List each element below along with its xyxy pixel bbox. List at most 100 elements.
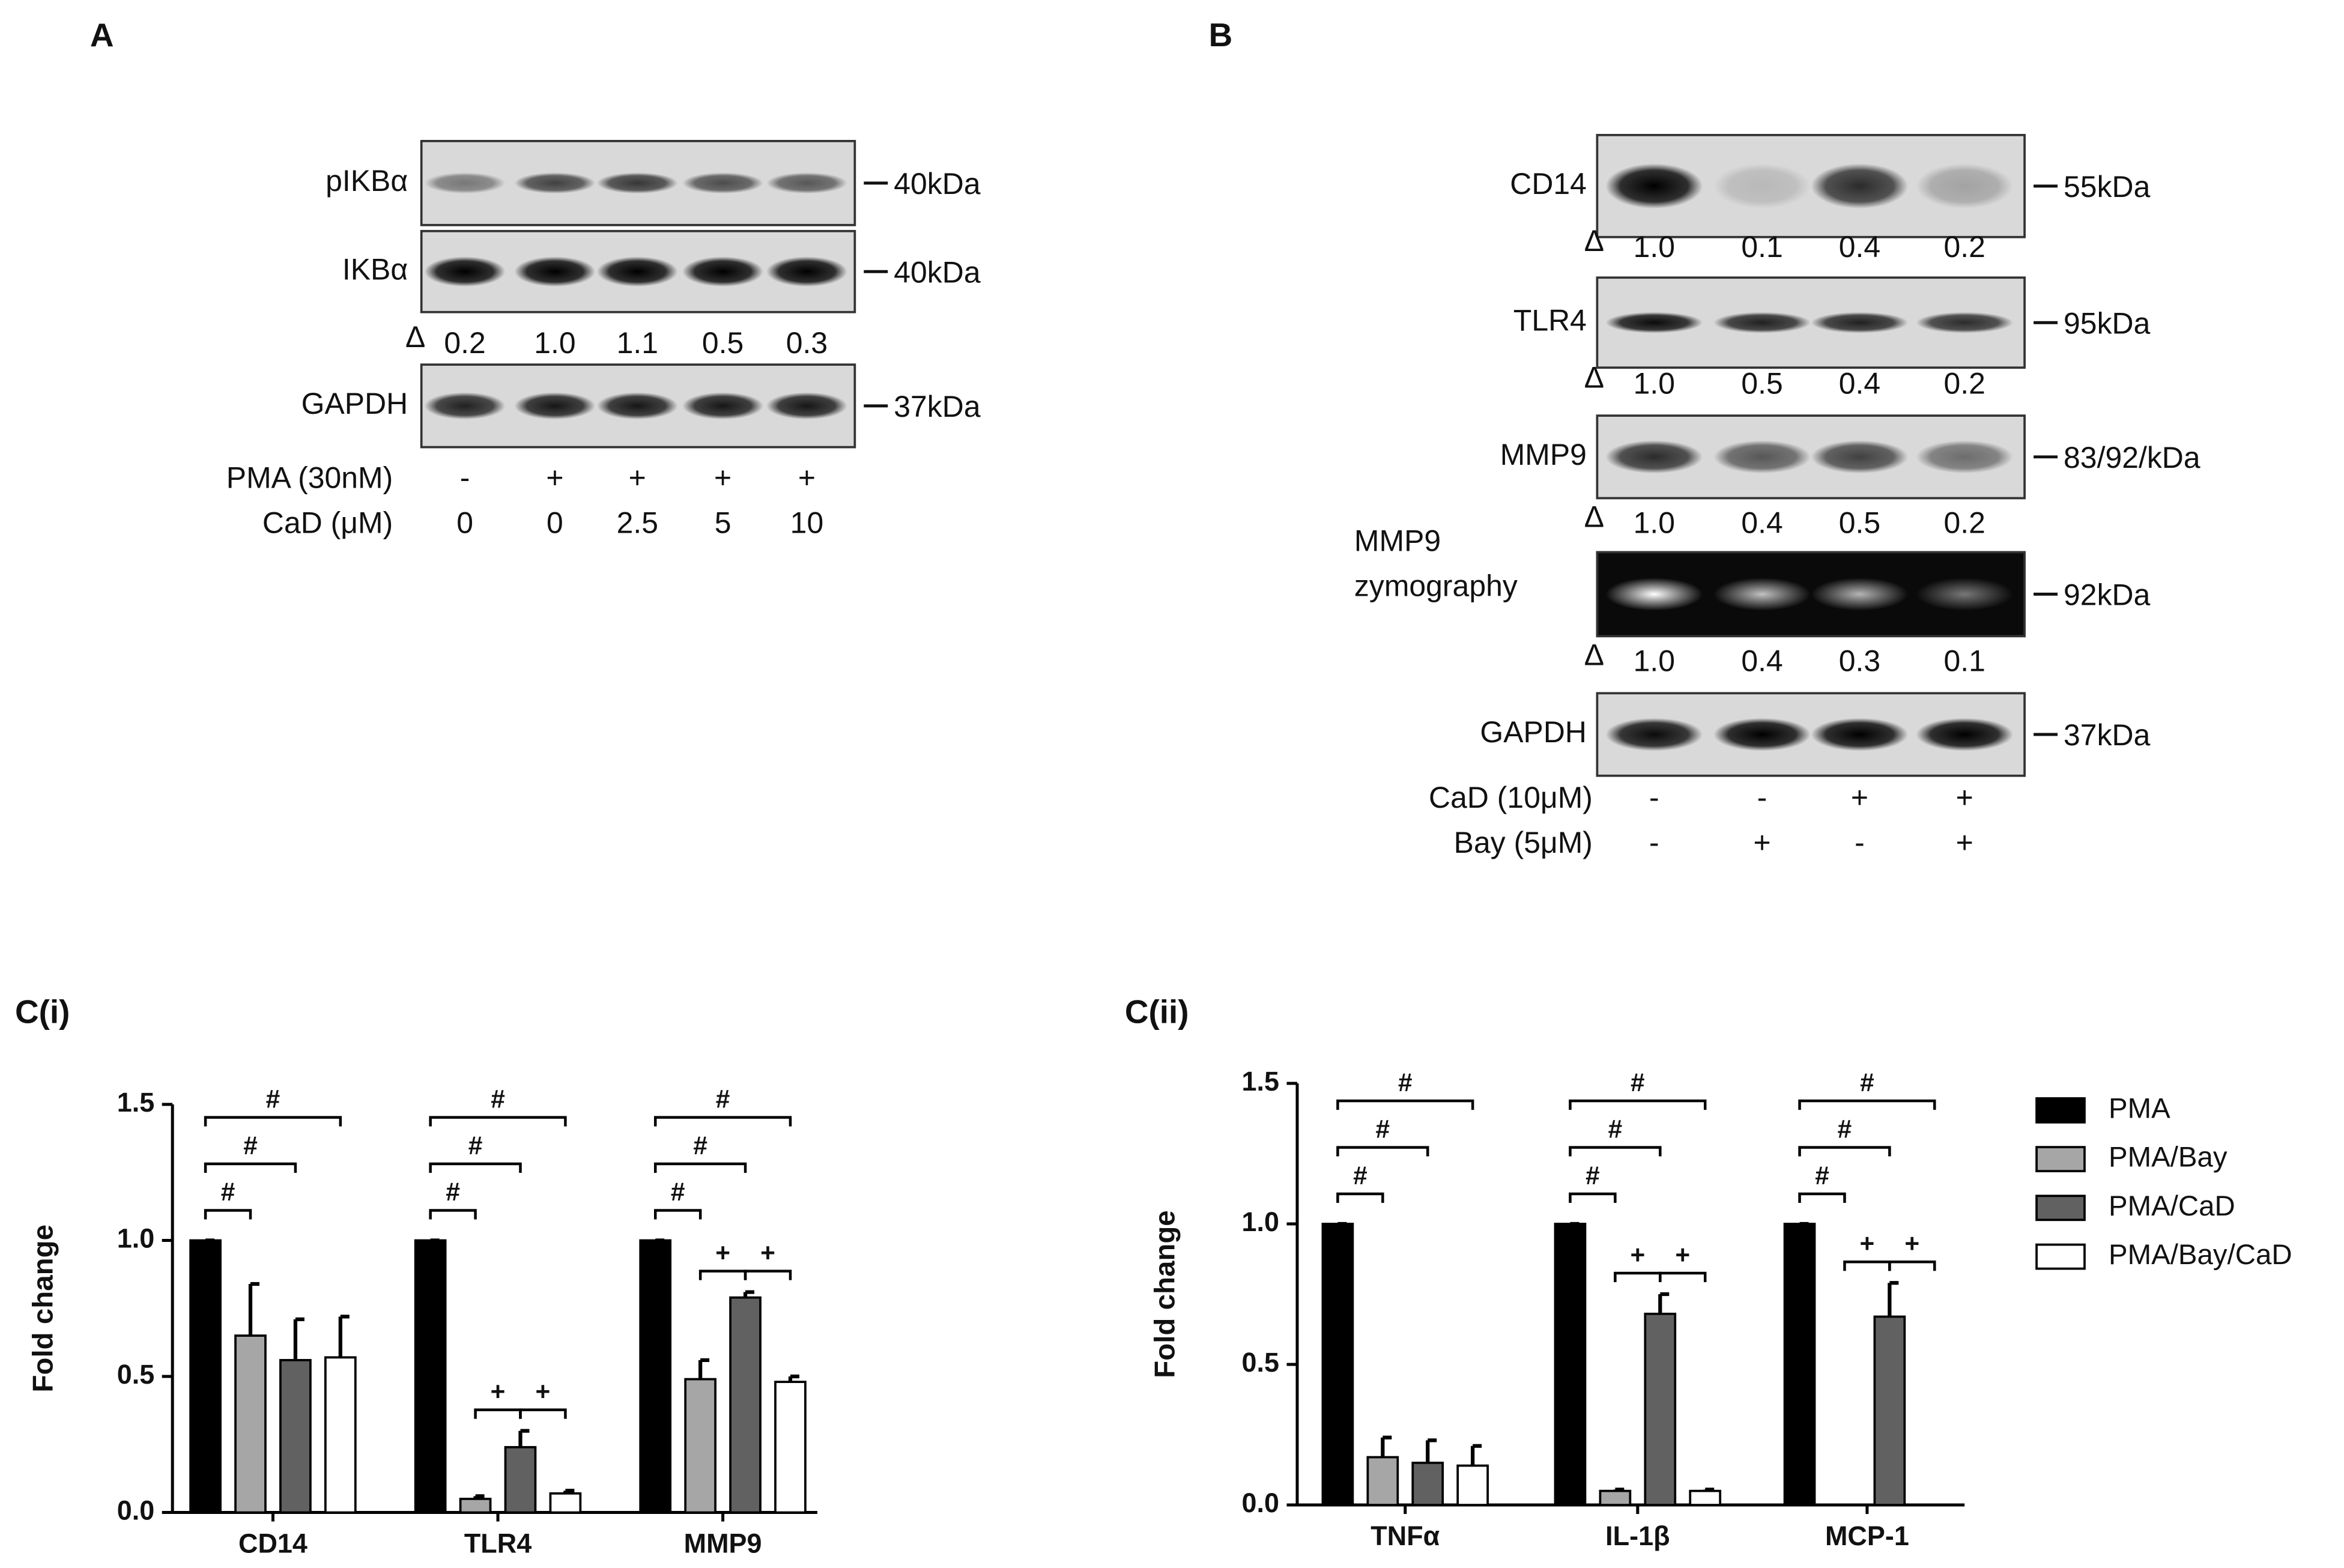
- condition-value: 0: [547, 506, 563, 540]
- blot-band: [1605, 163, 1703, 209]
- blot-band: [1916, 577, 2014, 611]
- y-tick-label: 0.0: [1242, 1488, 1279, 1518]
- significance-bracket: [1798, 1146, 1891, 1157]
- significance-bracket: [743, 1270, 792, 1280]
- significance-bracket: [1798, 1192, 1846, 1203]
- delta-symbol: Δ: [1584, 360, 1604, 394]
- significance-bracket: [1336, 1099, 1474, 1110]
- condition-value: +: [1754, 826, 1771, 859]
- legend-label: PMA/Bay: [2109, 1142, 2227, 1173]
- legend-label: PMA: [2109, 1092, 2170, 1124]
- blot-band: [1605, 718, 1703, 751]
- blot-name: IKBα: [342, 252, 408, 286]
- size-label: 95kDa: [2064, 306, 2151, 340]
- significance-bracket: [1659, 1271, 1707, 1283]
- delta-value: 0.2: [1944, 230, 1985, 264]
- bar: [414, 1239, 447, 1514]
- condition-label: CaD (10μM): [1429, 781, 1593, 814]
- significance-label: +: [760, 1238, 775, 1267]
- size-label: 37kDa: [894, 390, 981, 423]
- bar: [1456, 1464, 1489, 1506]
- significance-label: #: [266, 1085, 280, 1113]
- significance-bracket: [1336, 1146, 1429, 1157]
- delta-value: 1.0: [1634, 366, 1675, 400]
- error-bar: [1381, 1435, 1392, 1458]
- blot-band: [766, 392, 847, 420]
- blot-band: [682, 256, 764, 287]
- x-tick-label: MMP9: [684, 1528, 762, 1558]
- blot-band: [1605, 577, 1703, 611]
- blot-band: [1713, 163, 1811, 209]
- significance-label: #: [1608, 1115, 1623, 1143]
- blot-name: zymography: [1354, 569, 1518, 603]
- delta-value: 1.0: [1634, 644, 1675, 678]
- significance-bracket: [429, 1162, 522, 1173]
- blot-name: GAPDH: [1480, 715, 1587, 749]
- x-tick-label: MCP-1: [1825, 1521, 1909, 1551]
- y-tick-label: 0.5: [117, 1359, 154, 1390]
- y-tick-label: 0.0: [117, 1495, 154, 1525]
- significance-bracket: [429, 1209, 477, 1220]
- significance-bracket: [1569, 1146, 1662, 1157]
- delta-value: 0.2: [444, 326, 485, 360]
- bar: [1321, 1223, 1354, 1506]
- blot-band: [424, 392, 506, 420]
- bar: [639, 1239, 672, 1514]
- legend-swatch: [2035, 1097, 2086, 1124]
- blot-band: [596, 256, 678, 287]
- significance-bracket: [204, 1162, 297, 1173]
- bar: [774, 1381, 807, 1514]
- bar: [684, 1378, 716, 1514]
- condition-value: -: [460, 461, 470, 495]
- significance-label: #: [1631, 1068, 1645, 1097]
- size-label: 40kDa: [894, 255, 981, 289]
- bar: [1644, 1312, 1677, 1506]
- significance-label: +: [1904, 1229, 1919, 1258]
- significance-bracket: [1888, 1261, 1936, 1271]
- blot-band: [1605, 312, 1703, 333]
- error-bar: [338, 1315, 350, 1358]
- blot-name: TLR4: [1513, 303, 1587, 337]
- condition-value: +: [546, 461, 563, 495]
- significance-label: +: [715, 1238, 730, 1267]
- blot-name: CD14: [1510, 167, 1587, 201]
- significance-bracket: [653, 1209, 702, 1220]
- blot-band: [424, 256, 506, 287]
- condition-value: -: [1649, 826, 1659, 859]
- blot-band: [1916, 440, 2014, 474]
- blot-band: [1916, 312, 2014, 333]
- condition-value: 2.5: [617, 506, 658, 540]
- blot-band: [766, 256, 847, 287]
- significance-label: +: [491, 1377, 506, 1405]
- blot-name: MMP9: [1500, 438, 1587, 471]
- blot-band: [424, 172, 506, 194]
- blot-band: [1713, 440, 1811, 474]
- significance-label: #: [1353, 1161, 1367, 1190]
- delta-value: 0.4: [1839, 230, 1880, 264]
- significance-label: #: [1860, 1068, 1874, 1097]
- significance-bracket: [1798, 1099, 1936, 1110]
- blot-name: MMP9: [1354, 524, 1441, 558]
- size-label: 40kDa: [894, 167, 981, 201]
- size-label: 83/92/kDa: [2064, 441, 2200, 474]
- size-label: 55kDa: [2064, 170, 2151, 204]
- blot-band: [1713, 312, 1811, 333]
- y-tick-label: 1.0: [1242, 1206, 1279, 1237]
- bar: [279, 1358, 312, 1514]
- y-axis-label: Fold change: [1149, 1210, 1181, 1378]
- delta-value: 1.0: [1634, 230, 1675, 264]
- legend-label: PMA/CaD: [2109, 1190, 2235, 1222]
- significance-label: +: [1860, 1229, 1875, 1258]
- delta-value: 0.4: [1741, 506, 1782, 540]
- significance-label: #: [1838, 1115, 1852, 1143]
- delta-value: 0.1: [1944, 644, 1985, 678]
- y-tick-label: 1.5: [1242, 1066, 1279, 1097]
- bar: [1599, 1489, 1632, 1506]
- blot-band: [1713, 577, 1811, 611]
- error-bar: [1888, 1281, 1899, 1317]
- significance-label: #: [716, 1085, 730, 1113]
- y-axis-label: Fold change: [27, 1224, 59, 1392]
- error-bar: [518, 1429, 530, 1447]
- bar: [504, 1445, 537, 1514]
